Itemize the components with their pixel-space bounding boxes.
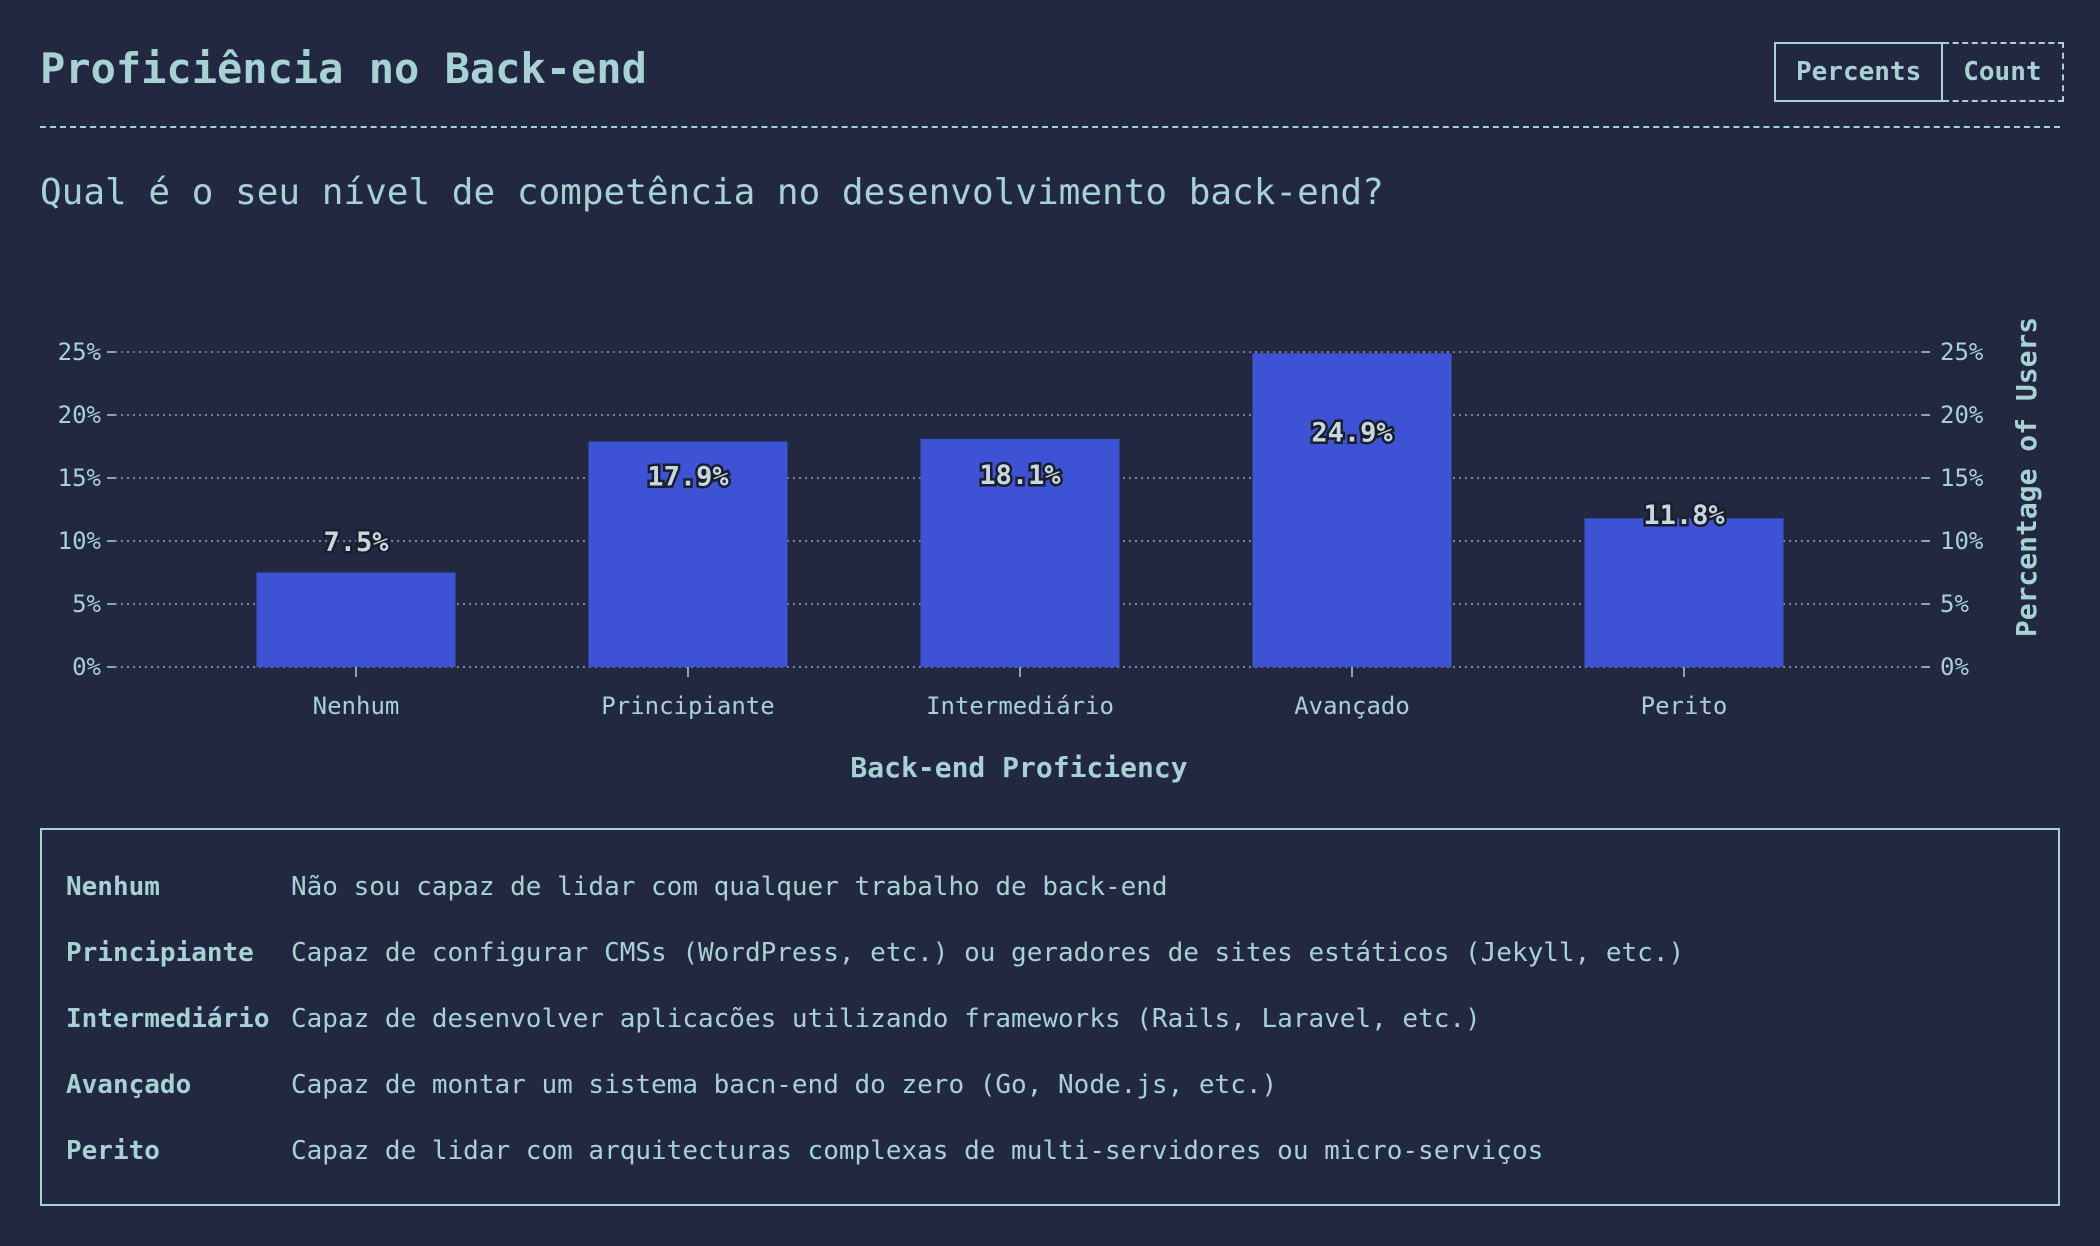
y-tick-label-left: 0% (72, 653, 101, 681)
legend-row: Avançado Capaz de montar um sistema bacn… (66, 1052, 2034, 1118)
legend-row: Perito Capaz de lidar com arquitecturas … (66, 1118, 2034, 1184)
x-axis-label: Back-end Proficiency (850, 751, 1187, 784)
bar-data-label: 18.1% (979, 460, 1061, 491)
y-tick-label-right: 15% (1940, 464, 1984, 492)
legend-box: Nenhum Não sou capaz de lidar com qualqu… (40, 828, 2060, 1206)
legend-term: Principiante (66, 938, 254, 968)
bar (1584, 518, 1784, 667)
x-tick-label: Avançado (1294, 692, 1410, 720)
bar (1252, 353, 1452, 667)
legend-term: Perito (66, 1136, 160, 1166)
bar-data-label: 24.9% (1311, 417, 1393, 448)
y-tick-label-right: 0% (1940, 653, 1969, 681)
x-tick-label: Principiante (601, 692, 774, 720)
y-tick-label-right: 10% (1940, 527, 1984, 555)
legend-description: Capaz de lidar com arquitecturas complex… (291, 1136, 1544, 1166)
legend-row: Nenhum Não sou capaz de lidar com qualqu… (66, 854, 2034, 920)
y-axis-label: Percentage of Users (2010, 317, 2043, 637)
legend-description: Capaz de configurar CMSs (WordPress, etc… (291, 938, 1685, 968)
y-tick-label-left: 10% (58, 527, 102, 555)
legend-description: Não sou capaz de lidar com qualquer trab… (291, 872, 1168, 902)
bar-data-label: 17.9% (647, 461, 729, 492)
legend-description: Capaz de montar um sistema bacn-end do z… (291, 1070, 1278, 1100)
legend-description: Capaz de desenvolver aplicacões utilizan… (291, 1004, 1481, 1034)
legend-term: Nenhum (66, 872, 160, 902)
bar (256, 572, 456, 667)
page-title: Proficiência no Back-end (40, 44, 647, 93)
bar-data-label: 11.8% (1643, 500, 1725, 531)
header-divider (40, 126, 2060, 128)
x-tick-label: Intermediário (926, 692, 1114, 720)
x-tick-label: Nenhum (313, 692, 400, 720)
bar (588, 441, 788, 667)
question-text: Qual é o seu nível de competência no des… (40, 172, 1384, 213)
y-tick-label-left: 20% (58, 401, 102, 429)
percents-button[interactable]: Percents (1774, 42, 1944, 102)
count-button[interactable]: Count (1943, 42, 2064, 102)
legend-term: Avançado (66, 1070, 192, 1100)
view-toggle: Percents Count (1774, 42, 2064, 102)
legend-row: Intermediário Capaz de desenvolver aplic… (66, 986, 2034, 1052)
bar-chart: 0% 0% 5% 5% 10% 10% 15% 15% 20% 20% 25% 25% Nenhum 7.… (58, 317, 2043, 784)
y-tick-label-right: 20% (1940, 401, 1984, 429)
bar (920, 438, 1120, 667)
y-tick-label-right: 5% (1940, 590, 1969, 618)
legend-term: Intermediário (66, 1004, 270, 1034)
y-tick-label-left: 25% (58, 338, 102, 366)
y-tick-label-left: 15% (58, 464, 102, 492)
y-tick-label-left: 5% (72, 590, 101, 618)
bar-data-label: 7.5% (323, 527, 389, 558)
legend-row: Principiante Capaz de configurar CMSs (W… (66, 920, 2034, 986)
y-tick-label-right: 25% (1940, 338, 1984, 366)
x-tick-label: Perito (1641, 692, 1728, 720)
